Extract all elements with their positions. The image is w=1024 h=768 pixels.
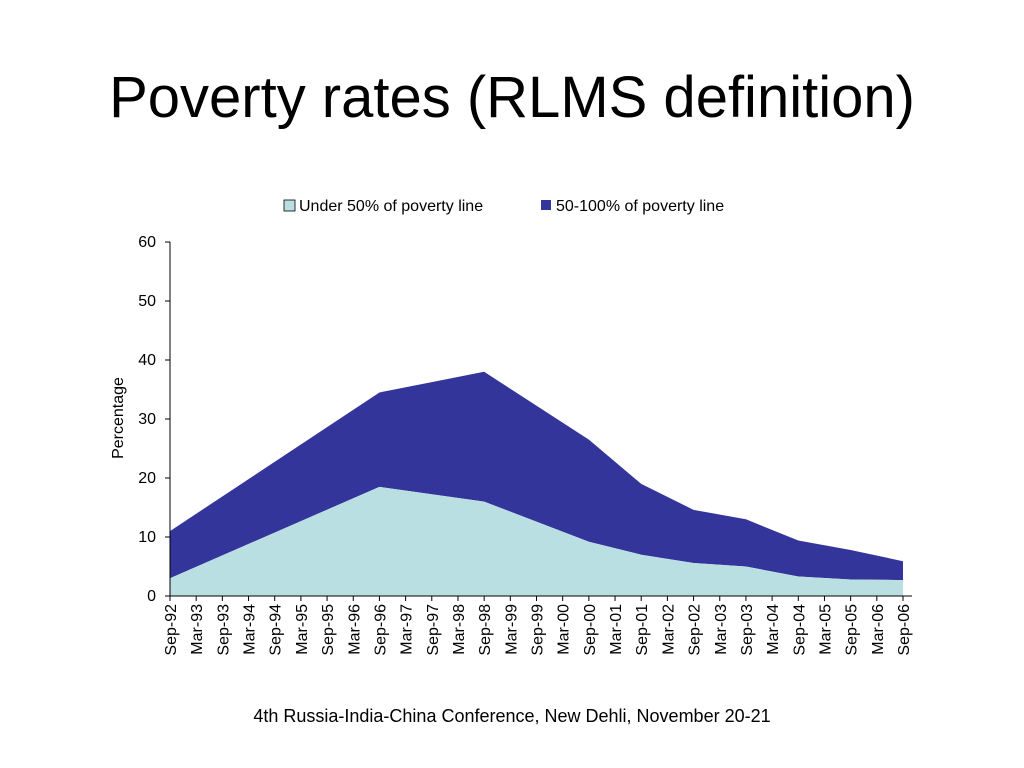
x-tick-label: Sep-05 bbox=[844, 604, 861, 656]
x-tick-label: Mar-04 bbox=[765, 604, 782, 655]
legend-swatch-under50 bbox=[283, 199, 296, 212]
x-tick-label: Sep-04 bbox=[791, 604, 808, 656]
y-axis-label: Percentage bbox=[110, 377, 127, 459]
area-50to100 bbox=[170, 371, 903, 581]
y-tick-label: 30 bbox=[138, 411, 156, 428]
x-tick-label: Sep-01 bbox=[634, 604, 651, 656]
x-tick-label: Mar-03 bbox=[713, 604, 730, 655]
legend-label-50to100: 50-100% of poverty line bbox=[556, 198, 724, 215]
y-tick-label: 50 bbox=[138, 293, 156, 310]
x-tick-label: Mar-93 bbox=[189, 604, 206, 655]
x-tick-label: Sep-97 bbox=[425, 604, 442, 656]
x-tick-label: Sep-93 bbox=[215, 604, 232, 656]
x-tick-label: Sep-96 bbox=[372, 604, 389, 656]
x-tick-label: Mar-96 bbox=[346, 604, 363, 655]
legend: Under 50% of poverty line 50-100% of pov… bbox=[283, 198, 724, 215]
y-tick-label: 60 bbox=[138, 234, 156, 251]
poverty-area-chart: Under 50% of poverty line 50-100% of pov… bbox=[110, 198, 913, 656]
y-tick-label: 40 bbox=[138, 352, 156, 369]
x-tick-label: Mar-98 bbox=[451, 604, 468, 655]
plot-areas bbox=[170, 371, 903, 596]
x-tick-label: Mar-95 bbox=[294, 604, 311, 655]
x-tick-label: Mar-97 bbox=[399, 604, 416, 655]
x-tick-label: Mar-06 bbox=[870, 604, 887, 655]
x-tick-label: Sep-06 bbox=[896, 604, 913, 656]
x-tick-label: Sep-92 bbox=[163, 604, 180, 656]
x-tick-label: Sep-99 bbox=[530, 604, 547, 656]
y-tick-label: 0 bbox=[147, 588, 156, 605]
x-tick-label: Mar-00 bbox=[556, 604, 573, 655]
x-tick-label: Mar-01 bbox=[608, 604, 625, 655]
y-tick-label: 20 bbox=[138, 470, 156, 487]
y-ticks: 0 10 20 30 40 50 60 bbox=[138, 234, 170, 605]
y-tick-label: 10 bbox=[138, 529, 156, 546]
x-tick-label: Sep-03 bbox=[739, 604, 756, 656]
x-tick-label: Sep-94 bbox=[268, 604, 285, 656]
legend-label-under50: Under 50% of poverty line bbox=[299, 198, 483, 215]
legend-swatch-50to100 bbox=[541, 200, 551, 210]
x-ticks: Sep-92 Mar-93 Sep-93 Mar-94 Sep-94 Mar-95 Sep-… bbox=[163, 596, 913, 656]
x-tick-label: Sep-98 bbox=[477, 604, 494, 656]
x-tick-label: Mar-94 bbox=[242, 604, 259, 655]
x-tick-label: Mar-05 bbox=[817, 604, 834, 655]
footer-text: 4th Russia-India-China Conference, New D… bbox=[253, 706, 771, 726]
slide-title: Poverty rates (RLMS definition) bbox=[109, 65, 915, 130]
x-tick-label: Sep-00 bbox=[582, 604, 599, 656]
x-tick-label: Mar-02 bbox=[660, 604, 677, 655]
x-tick-label: Sep-02 bbox=[687, 604, 704, 656]
area-under50 bbox=[170, 486, 903, 596]
x-tick-label: Sep-95 bbox=[320, 604, 337, 656]
x-tick-label: Mar-99 bbox=[503, 604, 520, 655]
